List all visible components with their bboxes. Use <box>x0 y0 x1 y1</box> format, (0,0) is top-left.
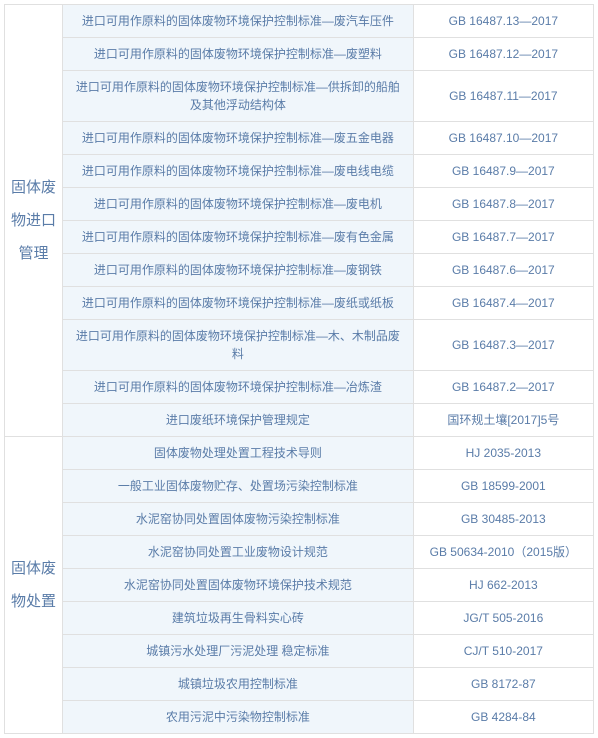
standard-code: CJ/T 510-2017 <box>413 635 593 668</box>
standard-code: GB 16487.3—2017 <box>413 320 593 371</box>
standard-description: 进口可用作原料的固体废物环境保护控制标准—废塑料 <box>63 38 414 71</box>
table-row: 进口可用作原料的固体废物环境保护控制标准—木、木制品废料GB 16487.3—2… <box>5 320 594 371</box>
standard-code: GB 4284-84 <box>413 701 593 734</box>
standard-description: 城镇污水处理厂污泥处理 稳定标准 <box>63 635 414 668</box>
standard-description: 进口可用作原料的固体废物环境保护控制标准—废钢铁 <box>63 254 414 287</box>
standard-code: HJ 662-2013 <box>413 569 593 602</box>
table-row: 进口可用作原料的固体废物环境保护控制标准—废塑料GB 16487.12—2017 <box>5 38 594 71</box>
table-row: 一般工业固体废物贮存、处置场污染控制标准GB 18599-2001 <box>5 470 594 503</box>
standard-code: GB 16487.6—2017 <box>413 254 593 287</box>
table-row: 城镇污水处理厂污泥处理 稳定标准CJ/T 510-2017 <box>5 635 594 668</box>
table-row: 城镇垃圾农用控制标准GB 8172-87 <box>5 668 594 701</box>
standard-code: GB 16487.8—2017 <box>413 188 593 221</box>
standard-code: GB 50634-2010（2015版） <box>413 536 593 569</box>
table-row: 进口可用作原料的固体废物环境保护控制标准—废钢铁GB 16487.6—2017 <box>5 254 594 287</box>
standard-description: 进口可用作原料的固体废物环境保护控制标准—木、木制品废料 <box>63 320 414 371</box>
table-row: 进口可用作原料的固体废物环境保护控制标准—废电机GB 16487.8—2017 <box>5 188 594 221</box>
table-row: 进口可用作原料的固体废物环境保护控制标准—冶炼渣GB 16487.2—2017 <box>5 371 594 404</box>
standard-description: 水泥窑协同处置固体废物污染控制标准 <box>63 503 414 536</box>
table-row: 水泥窑协同处置工业废物设计规范GB 50634-2010（2015版） <box>5 536 594 569</box>
category-cell: 固体废物处置 <box>5 437 63 734</box>
table-row: 进口废纸环境保护管理规定国环规土壤[2017]5号 <box>5 404 594 437</box>
standard-description: 一般工业固体废物贮存、处置场污染控制标准 <box>63 470 414 503</box>
table-row: 进口可用作原料的固体废物环境保护控制标准—废电线电缆GB 16487.9—201… <box>5 155 594 188</box>
standard-code: GB 16487.12—2017 <box>413 38 593 71</box>
standard-description: 进口可用作原料的固体废物环境保护控制标准—废五金电器 <box>63 122 414 155</box>
standard-description: 进口可用作原料的固体废物环境保护控制标准—废纸或纸板 <box>63 287 414 320</box>
standard-description: 进口可用作原料的固体废物环境保护控制标准—废电线电缆 <box>63 155 414 188</box>
standards-table: 固体废物进口管理进口可用作原料的固体废物环境保护控制标准—废汽车压件GB 164… <box>4 4 594 734</box>
standard-code: GB 8172-87 <box>413 668 593 701</box>
standard-code: GB 16487.11—2017 <box>413 71 593 122</box>
table-row: 建筑垃圾再生骨料实心砖JG/T 505-2016 <box>5 602 594 635</box>
table-row: 固体废物处置固体废物处理处置工程技术导则HJ 2035-2013 <box>5 437 594 470</box>
standard-code: JG/T 505-2016 <box>413 602 593 635</box>
standard-description: 固体废物处理处置工程技术导则 <box>63 437 414 470</box>
standard-code: GB 16487.7—2017 <box>413 221 593 254</box>
table-row: 进口可用作原料的固体废物环境保护控制标准—废五金电器GB 16487.10—20… <box>5 122 594 155</box>
standard-description: 水泥窑协同处置工业废物设计规范 <box>63 536 414 569</box>
standard-description: 进口可用作原料的固体废物环境保护控制标准—供拆卸的船舶及其他浮动结构体 <box>63 71 414 122</box>
standard-description: 进口可用作原料的固体废物环境保护控制标准—废有色金属 <box>63 221 414 254</box>
standard-description: 进口可用作原料的固体废物环境保护控制标准—冶炼渣 <box>63 371 414 404</box>
table-row: 水泥窑协同处置固体废物环境保护技术规范HJ 662-2013 <box>5 569 594 602</box>
table-row: 进口可用作原料的固体废物环境保护控制标准—废纸或纸板GB 16487.4—201… <box>5 287 594 320</box>
standard-code: GB 18599-2001 <box>413 470 593 503</box>
standard-description: 进口可用作原料的固体废物环境保护控制标准—废汽车压件 <box>63 5 414 38</box>
standard-description: 建筑垃圾再生骨料实心砖 <box>63 602 414 635</box>
standard-code: GB 16487.2—2017 <box>413 371 593 404</box>
standard-code: GB 30485-2013 <box>413 503 593 536</box>
table-row: 进口可用作原料的固体废物环境保护控制标准—供拆卸的船舶及其他浮动结构体GB 16… <box>5 71 594 122</box>
standard-code: 国环规土壤[2017]5号 <box>413 404 593 437</box>
table-row: 农用污泥中污染物控制标准GB 4284-84 <box>5 701 594 734</box>
standard-code: GB 16487.9—2017 <box>413 155 593 188</box>
standard-code: GB 16487.10—2017 <box>413 122 593 155</box>
category-cell: 固体废物进口管理 <box>5 5 63 437</box>
standard-description: 水泥窑协同处置固体废物环境保护技术规范 <box>63 569 414 602</box>
table-row: 进口可用作原料的固体废物环境保护控制标准—废有色金属GB 16487.7—201… <box>5 221 594 254</box>
standard-description: 城镇垃圾农用控制标准 <box>63 668 414 701</box>
standard-code: GB 16487.13—2017 <box>413 5 593 38</box>
standard-description: 进口废纸环境保护管理规定 <box>63 404 414 437</box>
table-row: 水泥窑协同处置固体废物污染控制标准GB 30485-2013 <box>5 503 594 536</box>
standard-description: 进口可用作原料的固体废物环境保护控制标准—废电机 <box>63 188 414 221</box>
standard-description: 农用污泥中污染物控制标准 <box>63 701 414 734</box>
table-row: 固体废物进口管理进口可用作原料的固体废物环境保护控制标准—废汽车压件GB 164… <box>5 5 594 38</box>
standard-code: HJ 2035-2013 <box>413 437 593 470</box>
standard-code: GB 16487.4—2017 <box>413 287 593 320</box>
